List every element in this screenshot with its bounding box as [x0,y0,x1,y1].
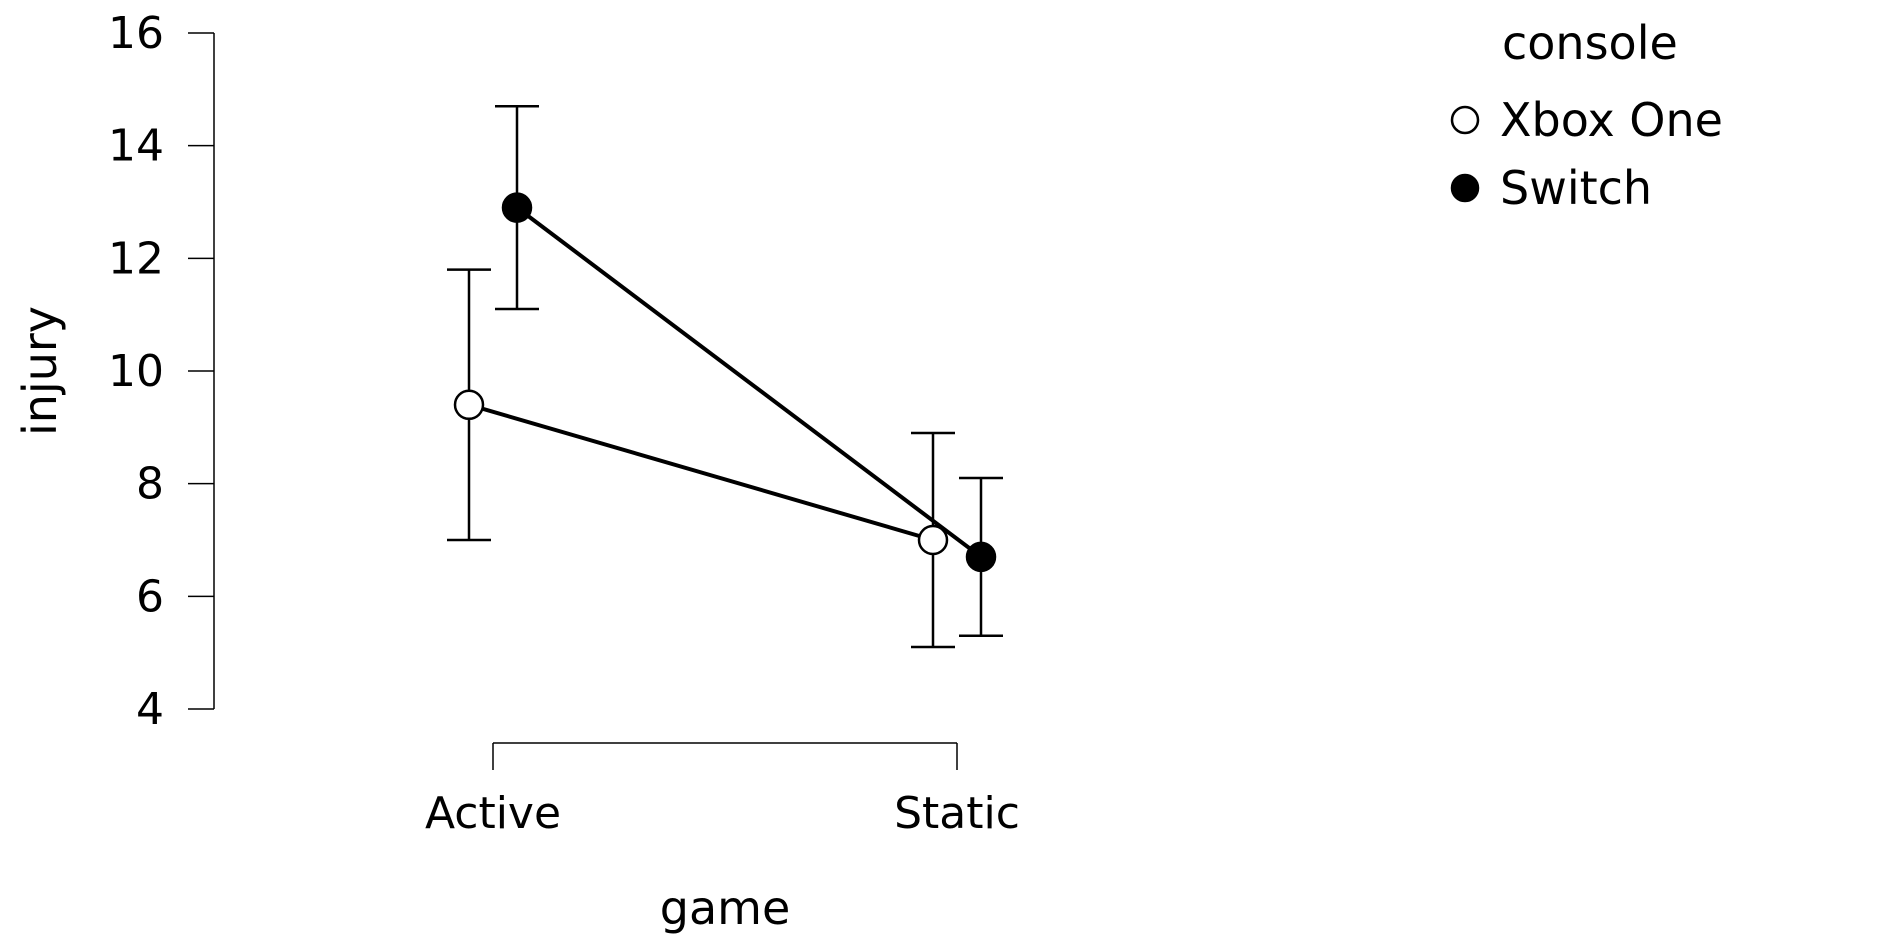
plot-area [447,104,1003,649]
legend-label-switch: Switch [1500,161,1652,215]
y-axis-title: injury [13,306,67,436]
legend-label-xbox-one: Xbox One [1500,93,1723,147]
legend-title: console [1502,16,1678,70]
y-tick-label: 4 [136,684,164,735]
x-axis: Active Static [425,742,1020,839]
y-tick-label: 10 [108,346,164,397]
data-point-switch [965,541,997,573]
y-tick-label: 8 [136,459,164,510]
y-tick-label: 6 [136,571,164,622]
x-tick-label: Active [425,788,561,839]
legend-marker-switch [1450,173,1480,203]
x-axis-title: game [660,881,791,935]
y-tick-label: 14 [108,121,164,172]
data-point-switch [501,192,533,223]
data-point-xbox-one [917,524,949,556]
series-line-xbox-one [468,402,934,542]
y-axis: 4 6 8 10 12 14 16 [108,8,215,735]
legend: console Xbox One Switch [1450,16,1723,215]
y-tick-label: 16 [108,8,164,59]
legend-marker-xbox-one [1450,105,1480,135]
y-tick-label: 12 [108,233,164,284]
data-point-xbox-one [453,389,485,421]
series-line-switch [515,206,983,559]
x-tick-label: Static [894,788,1020,839]
